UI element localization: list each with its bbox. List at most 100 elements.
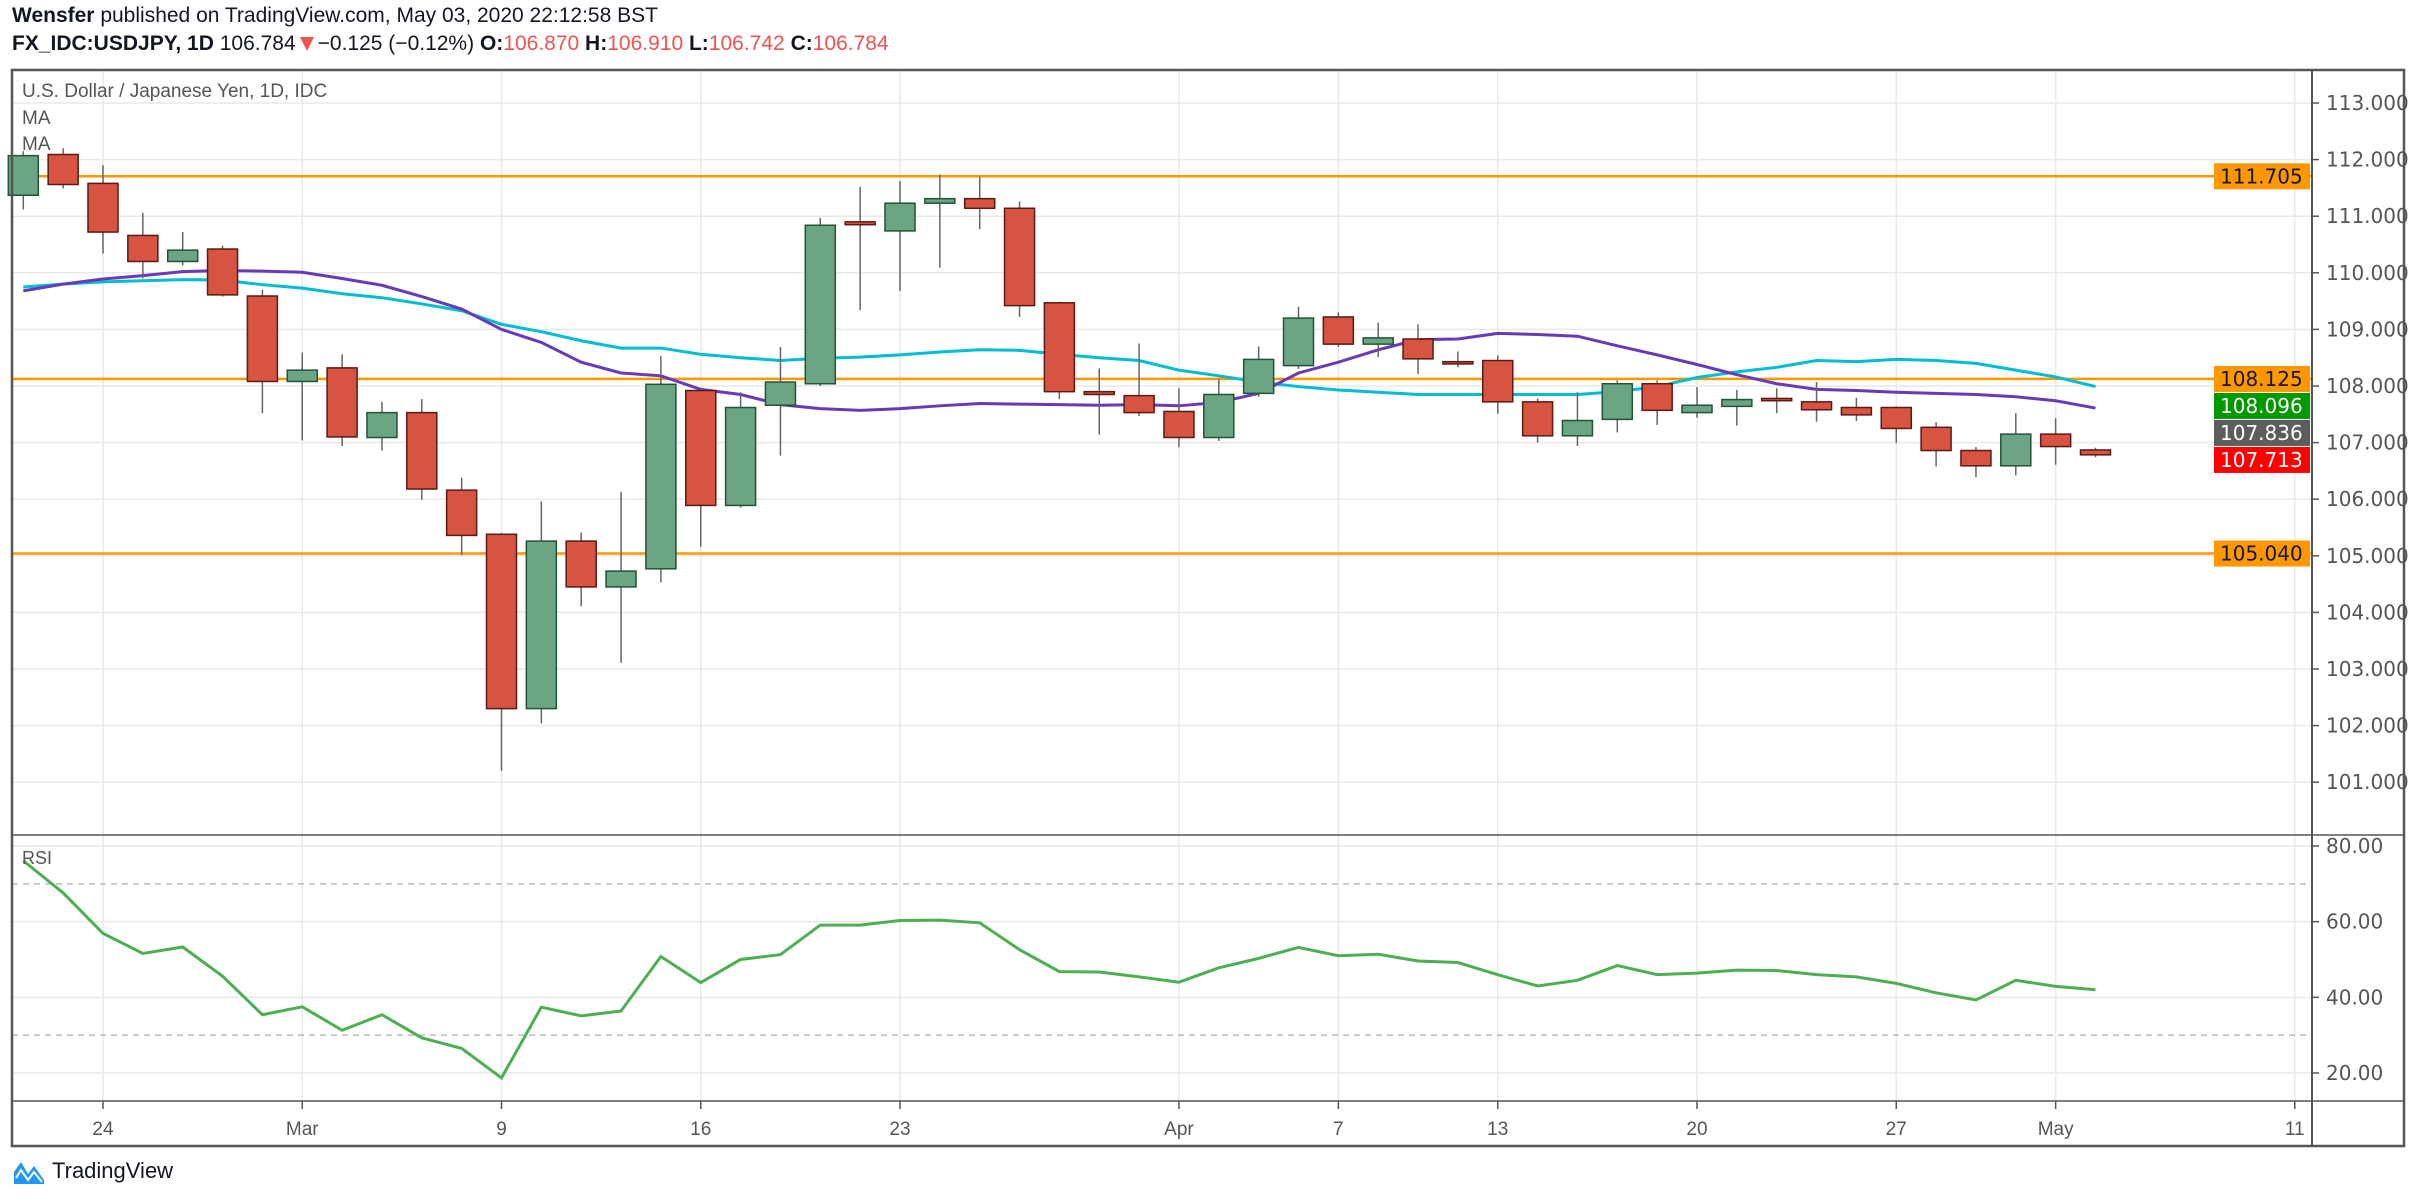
price-label-value: 111.705 [2220, 164, 2303, 188]
price-change: −0.125 (−0.12%) [317, 32, 475, 55]
low-label: L: [688, 32, 709, 55]
down-arrow-icon [299, 37, 314, 52]
candle-up [1721, 398, 1753, 408]
candle-down [963, 197, 996, 210]
candle-up [724, 406, 757, 507]
last-price: 106.784 [219, 32, 296, 55]
price-label-box [2214, 392, 2310, 419]
ma-short-line [23, 269, 2096, 412]
candle-down [1760, 397, 1793, 402]
rsi-tick-label: 80.00 [2326, 834, 2383, 858]
candle-down [1322, 316, 1355, 345]
price-tick-label: 111.000 [2326, 204, 2409, 228]
time-label: 23 [889, 1119, 910, 1140]
candle-up [605, 570, 637, 588]
price-label-box [2214, 365, 2310, 392]
candle-down [1402, 338, 1434, 360]
tradingview-logo[interactable]: TradingView [12, 1156, 173, 1186]
time-label: 16 [690, 1119, 711, 1140]
candle-down [485, 533, 518, 710]
candle-up [286, 369, 318, 383]
candle-up [924, 197, 956, 204]
price-tick-label: 108.000 [2326, 374, 2409, 398]
candle-up [804, 224, 837, 385]
logo-text: TradingView [52, 1158, 174, 1183]
open-label: O: [479, 32, 504, 55]
candle-down [1800, 401, 1833, 411]
high-value: 106.910 [607, 32, 684, 55]
candle-down [2039, 433, 2072, 448]
symbol-info: FX_IDC:USDJPY, 1D 106.784 −0.125 (−0.12%)… [12, 32, 889, 56]
candle-up [366, 411, 398, 439]
candle-up [1203, 393, 1235, 439]
legend-title: U.S. Dollar / Japanese Yen, 1D, IDC [22, 81, 328, 102]
close-value: 106.784 [812, 32, 889, 55]
price-label-box [2214, 446, 2310, 473]
price-label-box [2214, 419, 2310, 446]
time-label: 27 [1886, 1119, 1907, 1140]
candle-down [1123, 394, 1155, 414]
candle-up [2000, 433, 2032, 467]
candle-up [166, 249, 199, 263]
candle-down [326, 367, 358, 438]
candle-up [1242, 358, 1275, 395]
candle-down [206, 248, 239, 296]
price-tick-label: 113.000 [2326, 91, 2409, 115]
price-tick-label: 106.000 [2326, 487, 2409, 511]
close-label: C: [790, 32, 813, 55]
candle-down [246, 295, 279, 383]
candle-up [645, 383, 677, 570]
rsi-line [22, 859, 2096, 1081]
price-label-box [2214, 540, 2310, 567]
legend-ma-1[interactable]: MA [22, 108, 51, 129]
candle-down [1083, 390, 1115, 396]
price-tick-label: 102.000 [2326, 714, 2409, 738]
legend-ma-2[interactable]: MA [22, 134, 51, 155]
candle-down [445, 489, 478, 537]
candle-down [1003, 207, 1036, 307]
candle-up [1282, 317, 1315, 367]
candle-up [1561, 419, 1594, 437]
chart-frame [10, 68, 2406, 1148]
time-label: May [2038, 1119, 2074, 1140]
candle-down [2079, 449, 2112, 456]
candle-down [47, 153, 79, 186]
candle-up [764, 381, 797, 406]
candle-down [1043, 302, 1076, 393]
open-value: 106.870 [503, 32, 580, 55]
price-tick-label: 109.000 [2326, 317, 2409, 341]
high-label: H: [585, 32, 608, 55]
candle-down [1442, 360, 1474, 365]
candle-down [127, 234, 159, 263]
price-tick-label: 112.000 [2326, 148, 2409, 172]
low-value: 106.742 [708, 32, 785, 55]
candle-up [1362, 337, 1394, 345]
candle-down [844, 221, 876, 226]
candle-down [685, 389, 717, 507]
candle-down [1482, 359, 1514, 403]
candle-down [1880, 406, 1912, 430]
time-label: 7 [1333, 1119, 1344, 1140]
price-label-value: 107.713 [2220, 448, 2303, 472]
time-label: 11 [2285, 1119, 2305, 1140]
candle-down [565, 540, 597, 588]
candle-up [884, 202, 916, 232]
price-tick-label: 101.000 [2326, 770, 2409, 794]
price-tick-label: 103.000 [2326, 657, 2409, 681]
candle-up [1681, 404, 1713, 414]
candle-down [1960, 449, 1992, 467]
author-name[interactable]: Wensfer [12, 4, 95, 27]
publish-info: Wensfer published on TradingView.com, Ma… [12, 4, 658, 28]
time-label: 24 [92, 1119, 114, 1140]
time-label: 20 [1686, 1119, 1707, 1140]
price-label-value: 107.836 [2220, 421, 2303, 445]
legend-rsi[interactable]: RSI [22, 848, 53, 868]
price-tick-label: 110.000 [2326, 261, 2409, 285]
candle-down [1163, 410, 1195, 439]
time-label: Mar [286, 1119, 319, 1140]
tradingview-logo-icon [14, 1162, 44, 1184]
candle-up [525, 540, 558, 710]
time-label: 13 [1487, 1119, 1508, 1140]
price-label-value: 105.040 [2220, 542, 2303, 566]
